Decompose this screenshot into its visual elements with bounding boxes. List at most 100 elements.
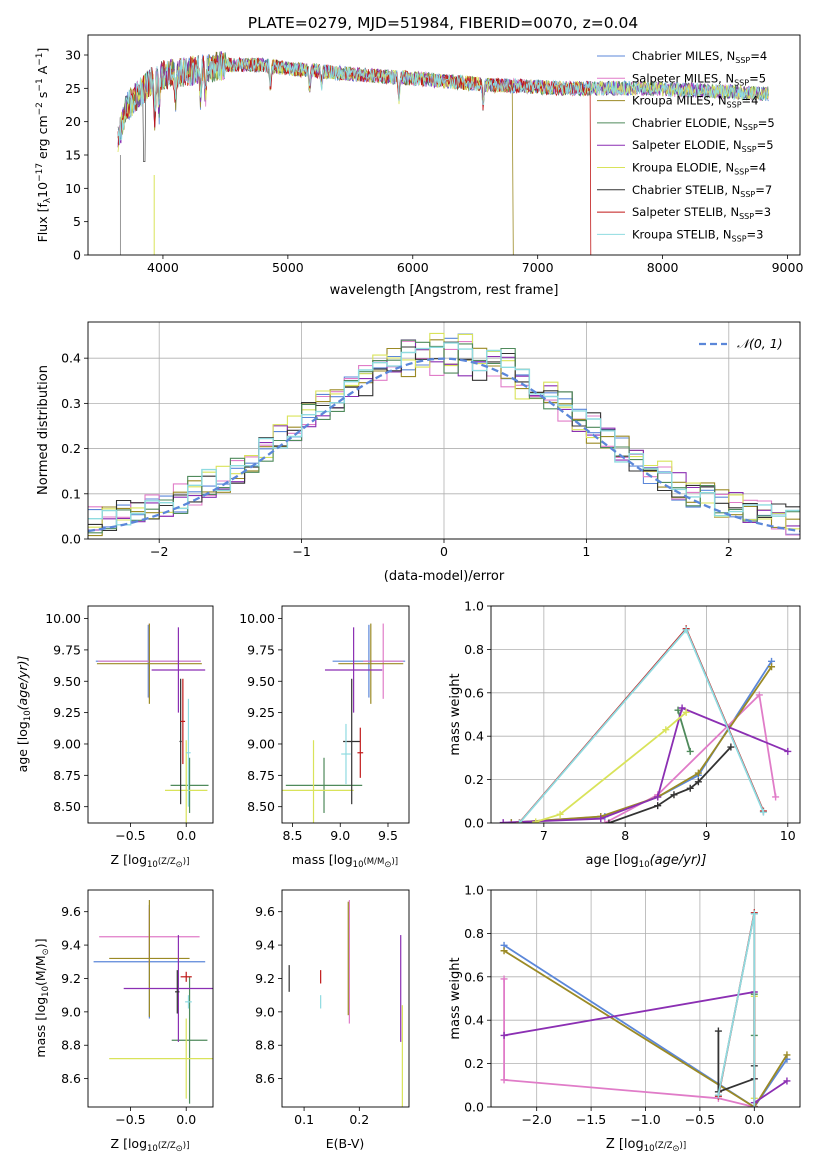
error-bar-point bbox=[165, 740, 208, 823]
legend-entry: Chabrier ELODIE, NSSP=5 bbox=[632, 116, 775, 132]
x-tick-label: 2 bbox=[725, 544, 733, 559]
x-tick-label: 0.0 bbox=[176, 828, 196, 843]
mass-weight-line bbox=[503, 706, 789, 823]
mass-weight-marker bbox=[755, 691, 763, 699]
label-part: 10 bbox=[147, 1144, 158, 1154]
panel-spectrum: 4000 5000 6000 7000 8000 9000 0 5 10 15 20 25 30 Chab… bbox=[35, 34, 803, 298]
x-tick-label: 10 bbox=[780, 828, 796, 843]
legend-entry: Kroupa MILES, NSSP=4 bbox=[632, 94, 758, 110]
y-tick-label: 10.00 bbox=[45, 611, 81, 626]
mass-weight-marker bbox=[682, 626, 690, 634]
label-part: 10 bbox=[353, 860, 364, 870]
label-part: 10 bbox=[35, 182, 50, 198]
mass-weight-line bbox=[511, 660, 773, 823]
label-part: λ bbox=[43, 197, 53, 203]
y-axis-label: Flux [fλ10−17 erg cm−2 s−1 A−1] bbox=[35, 48, 53, 243]
y-tick-label: 25 bbox=[65, 81, 81, 96]
label-part: =4 bbox=[750, 49, 767, 63]
label-part: SSP bbox=[743, 123, 758, 132]
label-part: 10 bbox=[639, 860, 650, 870]
y-tick-label: 0.6 bbox=[464, 969, 484, 984]
mass-weight-marker bbox=[772, 793, 780, 801]
mass-weight-marker bbox=[768, 663, 776, 671]
label-part: (age/yr)] bbox=[15, 656, 30, 711]
error-bar-point bbox=[324, 627, 383, 713]
label-part: Kroupa ELODIE, N bbox=[632, 161, 734, 175]
label-part: Kroupa MILES, N bbox=[632, 94, 727, 108]
label-part: −17 bbox=[35, 163, 45, 182]
label-part: SSP bbox=[739, 212, 754, 221]
x-tick-label: −0.5 bbox=[685, 1112, 715, 1127]
x-axis-label: (data-model)/error bbox=[384, 569, 505, 584]
panel-age-vs-metallicity: −0.5 0.0 8.50 8.75 9.00 9.25 9.50 9.75 10.00 Z [l… bbox=[15, 605, 214, 870]
plot-area bbox=[88, 332, 800, 537]
y-tick-label: 8.50 bbox=[247, 799, 275, 814]
legend-entry: Salpeter MILES, NSSP=5 bbox=[632, 71, 766, 87]
legend-entry: Kroupa ELODIE, NSSP=4 bbox=[632, 161, 766, 177]
label-part: Chabrier ELODIE, N bbox=[632, 116, 743, 130]
x-tick-label: 0.0 bbox=[744, 1112, 764, 1127]
y-tick-label: 9.00 bbox=[53, 736, 81, 751]
plot-area bbox=[117, 51, 769, 255]
plot-area bbox=[500, 909, 791, 1107]
legend-entry: Salpeter ELODIE, NSSP=5 bbox=[632, 138, 774, 154]
y-tick-label: 8.8 bbox=[61, 1038, 81, 1053]
mass-weight-marker bbox=[694, 778, 702, 786]
mass-weight-marker bbox=[500, 1031, 508, 1039]
y-axis-label: age [log10(age/yr)] bbox=[15, 656, 33, 773]
y-tick-label: 0.0 bbox=[464, 1100, 484, 1115]
error-bar-point bbox=[109, 900, 190, 1017]
label-part: Salpeter ELODIE, N bbox=[632, 138, 742, 152]
label-part: =3 bbox=[754, 205, 771, 219]
x-axis-label: E(B-V) bbox=[326, 1136, 365, 1151]
panel-residuals: −2 −1 0 1 2 0.0 0.1 0.2 0.3 0.4 𝒩(0, 1) (data-model… bbox=[36, 321, 801, 584]
legend-entry: 𝒩(0, 1) bbox=[737, 336, 783, 351]
panel-mass-weight-vs-metallicity: −2.0 −1.5 −1.0 −0.5 0.0 0.0 0.2 0.4 0.6 0.8 1.0 mas… bbox=[448, 883, 801, 1154]
y-tick-label: 0.8 bbox=[464, 642, 484, 657]
mass-weight-marker bbox=[654, 802, 662, 810]
label-part: )] bbox=[183, 1141, 190, 1151]
y-tick-label: 15 bbox=[65, 148, 81, 163]
label-part: Chabrier MILES, N bbox=[632, 49, 735, 63]
label-part: (M/M bbox=[363, 857, 384, 867]
mass-weight-line bbox=[503, 944, 788, 1107]
label-part: ] bbox=[35, 48, 50, 53]
x-tick-label: 9.5 bbox=[378, 828, 398, 843]
x-axis-label: wavelength [Angstrom, rest frame] bbox=[330, 283, 559, 298]
mass-weight-marker bbox=[682, 708, 690, 716]
y-axis-label: Normed distribution bbox=[36, 365, 51, 495]
legend-entry: Salpeter STELIB, NSSP=3 bbox=[632, 205, 771, 221]
legend-entry: Chabrier MILES, NSSP=4 bbox=[632, 49, 767, 65]
error-bar-point bbox=[357, 727, 364, 778]
x-tick-label: 8.5 bbox=[283, 828, 303, 843]
y-tick-label: 0.2 bbox=[464, 1056, 484, 1071]
x-tick-label: 4000 bbox=[147, 260, 179, 275]
mass-weight-line bbox=[503, 950, 788, 1107]
mass-weight-marker bbox=[670, 791, 678, 799]
error-bar-point bbox=[151, 627, 206, 713]
x-tick-label: −1 bbox=[292, 544, 310, 559]
y-tick-label: 1.0 bbox=[464, 883, 484, 898]
mass-weight-marker bbox=[515, 819, 523, 823]
y-tick-label: 9.25 bbox=[53, 705, 81, 720]
mass-weight-marker bbox=[532, 818, 540, 823]
error-bar-point bbox=[96, 623, 202, 704]
spectrum-series-line bbox=[117, 54, 769, 145]
label-part: =5 bbox=[758, 116, 775, 130]
figure-title: PLATE=0279, MJD=51984, FIBERID=0070, z=0… bbox=[248, 14, 638, 32]
label-part: Chabrier STELIB, N bbox=[632, 183, 740, 197]
x-axis-label: Z [log10(Z/Z⊙)] bbox=[111, 852, 190, 870]
y-tick-label: 10.00 bbox=[239, 611, 275, 626]
error-bar-point bbox=[282, 740, 354, 823]
y-tick-label: 8.50 bbox=[53, 799, 81, 814]
y-axis-label: mass weight bbox=[448, 957, 463, 1039]
spectrum-series-line bbox=[117, 52, 769, 153]
mass-weight-marker bbox=[759, 808, 767, 816]
x-axis-label: Z [log10(Z/Z⊙)] bbox=[111, 1136, 190, 1154]
y-tick-label: 9.75 bbox=[247, 642, 275, 657]
y-tick-label: 8.6 bbox=[61, 1071, 81, 1086]
y-tick-label: 10 bbox=[65, 181, 81, 196]
y-tick-label: 0.0 bbox=[61, 532, 81, 547]
label-part: ⊙ bbox=[176, 860, 183, 870]
y-tick-label: 0.4 bbox=[464, 729, 484, 744]
